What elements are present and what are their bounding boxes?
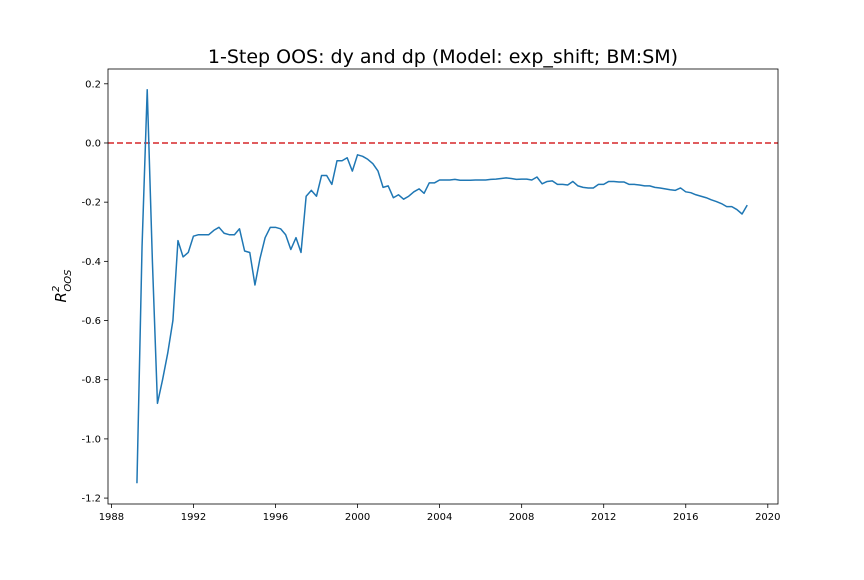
y-tick-label: -1.2 bbox=[81, 494, 101, 505]
chart-title: 1-Step OOS: dy and dp (Model: exp_shift;… bbox=[208, 46, 678, 68]
x-tick-label: 2016 bbox=[673, 512, 698, 523]
y-tick-label: -0.2 bbox=[81, 198, 101, 209]
y-tick-label: -1.0 bbox=[81, 434, 101, 445]
x-tick-label: 1992 bbox=[181, 512, 206, 523]
x-tick-label: 2004 bbox=[427, 512, 452, 523]
series-line-0 bbox=[136, 88, 748, 484]
y-tick-label: -0.8 bbox=[81, 375, 101, 386]
y-tick-label: 0.2 bbox=[85, 79, 101, 90]
y-axis-label-superscript: 2 bbox=[51, 286, 62, 292]
y-tick-label: -0.4 bbox=[81, 257, 101, 268]
x-tick-label: 2000 bbox=[345, 512, 370, 523]
y-axis-label: R2OOS bbox=[51, 269, 74, 303]
x-tick-label: 2008 bbox=[509, 512, 534, 523]
x-tick-label: 2020 bbox=[755, 512, 780, 523]
x-tick-label: 1988 bbox=[99, 512, 124, 523]
x-axis: 1988 1992 1996 2000 2004 2008 2012 2016 2020 bbox=[99, 504, 781, 523]
y-axis: 0.2 0.0 -0.2 -0.4 -0.6 -0.8 -1.0 -1.2 bbox=[81, 79, 108, 505]
y-tick-label: 0.0 bbox=[85, 138, 101, 149]
x-tick-label: 2012 bbox=[591, 512, 616, 523]
x-tick-label: 1996 bbox=[263, 512, 288, 523]
y-axis-label-main: R bbox=[52, 292, 70, 302]
y-axis-label-subscript: OOS bbox=[63, 269, 74, 292]
y-tick-label: -0.6 bbox=[81, 316, 101, 327]
plot-area-frame bbox=[107, 68, 779, 505]
series-layer bbox=[136, 88, 748, 484]
